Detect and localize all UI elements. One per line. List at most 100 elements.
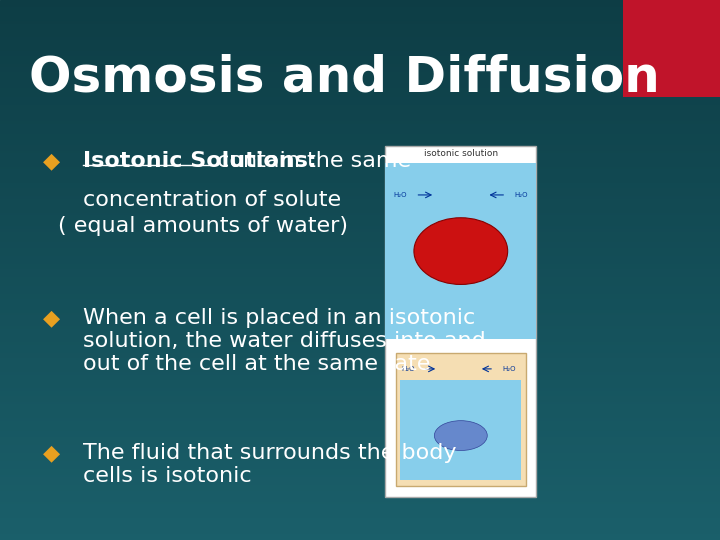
Bar [0, 462, 720, 464]
Bar [0, 429, 720, 432]
Bar [0, 502, 720, 505]
Bar [0, 81, 720, 84]
Bar [385, 146, 536, 497]
Bar [0, 446, 720, 448]
Bar [0, 230, 720, 232]
Bar [0, 202, 720, 205]
Bar [0, 443, 720, 445]
Bar [0, 51, 720, 54]
Bar [0, 348, 720, 351]
Bar [0, 367, 720, 370]
Bar [0, 157, 720, 159]
Bar [0, 435, 720, 437]
Bar [0, 292, 720, 294]
Bar [0, 256, 720, 259]
Bar [0, 116, 720, 119]
Bar [0, 224, 720, 227]
Bar [0, 238, 720, 240]
Bar [0, 86, 720, 89]
Bar [0, 448, 720, 451]
Bar [0, 186, 720, 189]
Bar [0, 524, 720, 526]
Bar [0, 427, 720, 429]
Bar [0, 173, 720, 176]
Text: isotonic solution: isotonic solution [424, 148, 498, 158]
Bar [0, 316, 720, 319]
Bar [0, 489, 720, 491]
Bar [0, 394, 720, 397]
Bar [0, 97, 720, 100]
Bar [0, 451, 720, 454]
Bar [0, 54, 720, 57]
Bar [0, 381, 720, 383]
Bar [0, 494, 720, 497]
Bar [0, 105, 720, 108]
Bar [0, 84, 720, 86]
Bar [0, 456, 720, 459]
Text: ◆: ◆ [43, 308, 60, 328]
Bar [0, 43, 720, 46]
Bar [0, 383, 720, 386]
Bar [0, 478, 720, 481]
Bar [0, 332, 720, 335]
Bar [0, 151, 720, 154]
Bar [0, 119, 720, 122]
Bar [0, 513, 720, 516]
Bar [0, 211, 720, 213]
Bar [0, 124, 720, 127]
Bar [0, 243, 720, 246]
Bar [0, 5, 720, 8]
Bar [0, 467, 720, 470]
Bar [0, 40, 720, 43]
Bar [0, 100, 720, 103]
Bar [0, 14, 720, 16]
Text: ◆: ◆ [43, 443, 60, 463]
Bar [0, 402, 720, 405]
Bar [0, 310, 720, 313]
Bar [0, 32, 720, 35]
Bar [0, 410, 720, 413]
Bar [0, 454, 720, 456]
Text: concentration of solute: concentration of solute [83, 190, 341, 210]
Text: ◆: ◆ [43, 151, 60, 171]
Bar [0, 213, 720, 216]
Bar [0, 130, 720, 132]
Bar [0, 176, 720, 178]
Bar [0, 162, 720, 165]
Bar [0, 197, 720, 200]
Bar [0, 111, 720, 113]
Text: H₂O: H₂O [401, 366, 415, 372]
Bar [0, 94, 720, 97]
Bar [0, 362, 720, 364]
Bar [0, 170, 720, 173]
Bar [0, 321, 720, 324]
Bar [0, 346, 720, 348]
Bar [0, 500, 720, 502]
Bar [0, 472, 720, 475]
Bar [0, 205, 720, 208]
Bar [0, 532, 720, 535]
Bar [0, 308, 720, 310]
Bar [0, 529, 720, 532]
Bar [0, 248, 720, 251]
Bar [0, 397, 720, 400]
Bar [0, 329, 720, 332]
Bar [0, 189, 720, 192]
Bar [0, 146, 720, 148]
Bar [0, 148, 720, 151]
Text: Isotonic Solutions:: Isotonic Solutions: [83, 151, 317, 171]
Bar [396, 353, 526, 486]
Bar [0, 270, 720, 273]
Bar [0, 68, 720, 70]
Bar [0, 510, 720, 513]
Bar [0, 143, 720, 146]
Bar [0, 351, 720, 354]
Bar [0, 0, 720, 3]
Bar [0, 11, 720, 14]
Bar [0, 386, 720, 389]
Bar [0, 246, 720, 248]
Bar [0, 389, 720, 392]
Bar [0, 184, 720, 186]
Bar [0, 219, 720, 221]
Bar [0, 400, 720, 402]
